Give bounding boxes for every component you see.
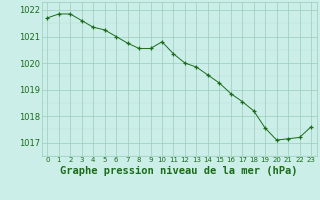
X-axis label: Graphe pression niveau de la mer (hPa): Graphe pression niveau de la mer (hPa) [60,166,298,176]
